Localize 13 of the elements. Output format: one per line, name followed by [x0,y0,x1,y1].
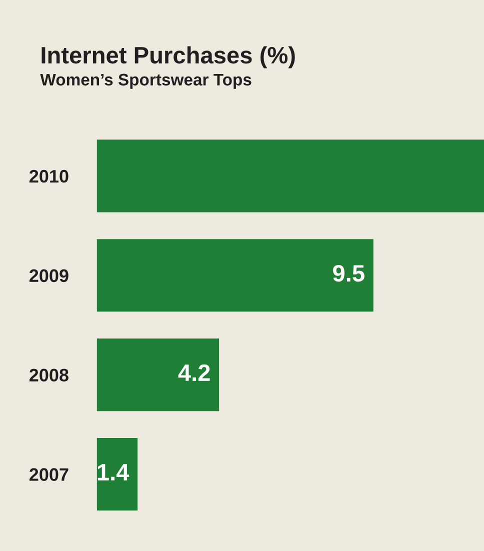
bar [96,338,220,412]
chart-title: Internet Purchases (%) [42,46,295,68]
y-tick-label: 2008 [29,368,68,382]
y-tick-label: 2007 [29,468,68,481]
bar [96,239,374,312]
chart-subtitle: Women’s Sportswear Tops [40,74,252,89]
data-label: 4.2 [178,364,210,381]
data-label: 9.5 [333,264,364,282]
data-label: 1.4 [98,464,130,480]
bar [96,438,138,511]
bar [96,140,484,212]
y-tick-label: 2009 [29,269,68,282]
y-tick-label: 2010 [29,170,68,183]
